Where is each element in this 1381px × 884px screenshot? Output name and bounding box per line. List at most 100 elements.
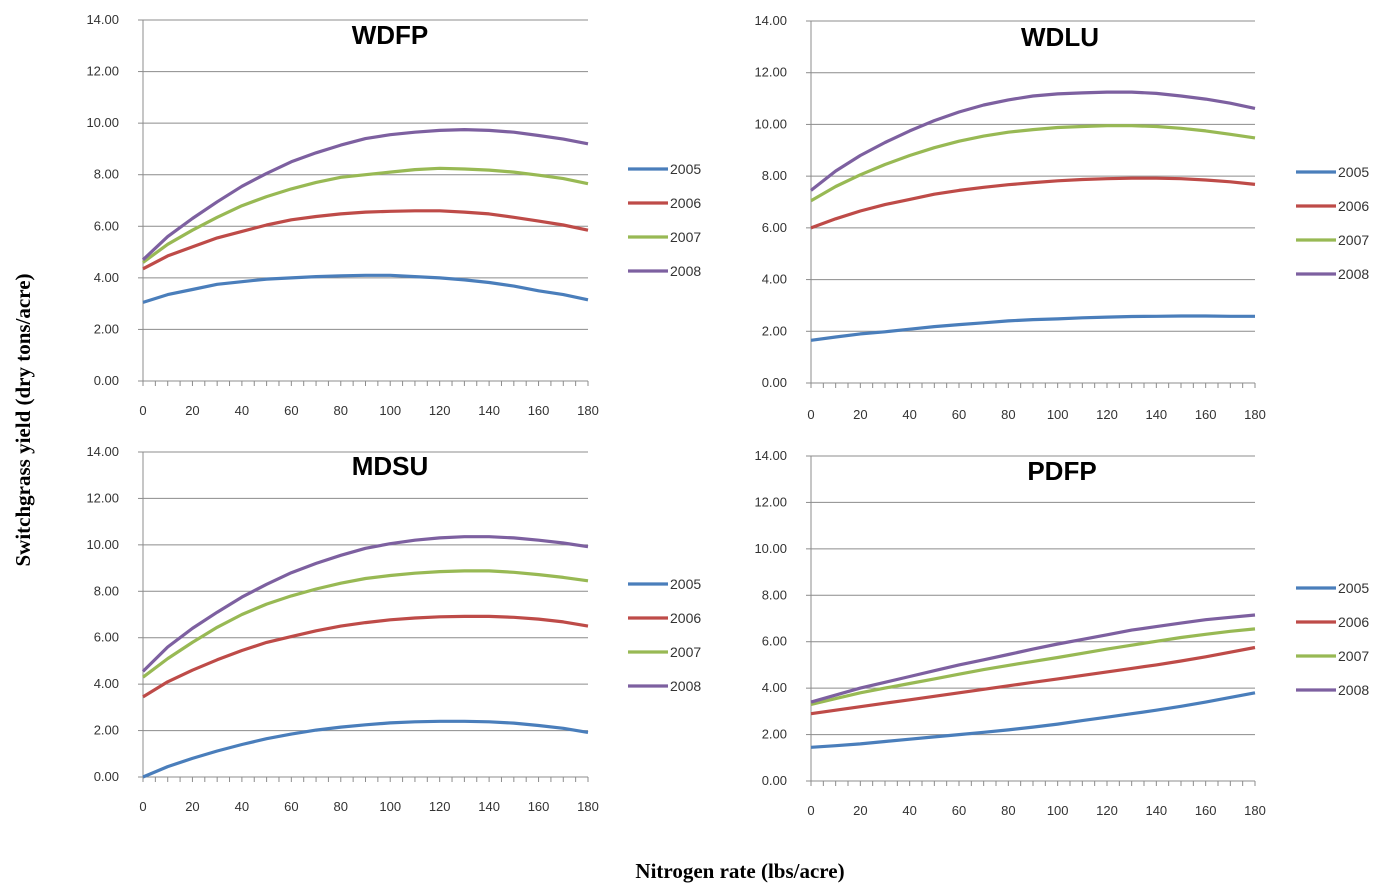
series-line-2007	[810, 124, 1256, 203]
series-line-2005	[810, 314, 1255, 342]
y-tick-label: 6.00	[762, 220, 787, 235]
y-tick-label: 2.00	[762, 323, 787, 338]
x-tick-label: 100	[379, 403, 401, 418]
x-tick-label: 120	[1096, 803, 1118, 818]
legend-label-2008: 2008	[1338, 266, 1369, 282]
series-line-2006	[810, 176, 1256, 230]
y-tick-label: 14.00	[86, 444, 119, 459]
series-line-2005	[142, 719, 589, 779]
y-tick-label: 2.00	[94, 321, 119, 336]
x-tick-label: 20	[853, 407, 867, 422]
y-tick-label: 6.00	[94, 218, 119, 233]
x-tick-label: 120	[429, 403, 451, 418]
x-tick-label: 100	[1047, 803, 1069, 818]
x-tick-label: 160	[1195, 407, 1217, 422]
y-tick-label: 8.00	[762, 168, 787, 183]
x-tick-label: 180	[1244, 407, 1266, 422]
y-tick-label: 0.00	[94, 373, 119, 388]
x-tick-label: 180	[1244, 803, 1266, 818]
legend-label-2007: 2007	[670, 229, 701, 245]
y-tick-label: 4.00	[762, 680, 787, 695]
legend-label-2006: 2006	[670, 195, 701, 211]
y-tick-label: 8.00	[762, 587, 787, 602]
x-tick-label: 160	[1195, 803, 1217, 818]
x-tick-label: 60	[952, 803, 966, 818]
chart-panel-wdfp: 0.00 2.00 4.00 6.00 8.00 10.00 12.00 14.00 0 20 40…	[86, 12, 701, 418]
legend-label-2008: 2008	[1338, 682, 1369, 698]
y-tick-label: 0.00	[762, 375, 787, 390]
series-line-2007	[142, 569, 589, 679]
x-tick-label: 140	[1145, 407, 1167, 422]
chart-panel-mdsu: 0.00 2.00 4.00 6.00 8.00 10.00 12.00 14.00 0 20 40…	[86, 444, 701, 814]
x-tick-label: 40	[235, 799, 249, 814]
x-tick-label: 80	[1001, 803, 1015, 818]
x-axis-label: Nitrogen rate (lbs/acre)	[635, 859, 844, 883]
chart-title: MDSU	[352, 451, 429, 481]
legend-label-2005: 2005	[1338, 164, 1369, 180]
x-tick-label: 0	[139, 799, 146, 814]
series-line-2007	[142, 166, 589, 264]
y-tick-label: 6.00	[762, 634, 787, 649]
y-tick-label: 12.00	[86, 64, 119, 79]
y-axis-label: Switchgrass yield (dry tons/acre)	[11, 273, 35, 566]
series-line-2006	[142, 614, 589, 699]
y-tick-label: 12.00	[86, 490, 119, 505]
x-tick-label: 0	[139, 403, 146, 418]
y-tick-label: 12.00	[754, 65, 787, 80]
x-tick-label: 20	[853, 803, 867, 818]
x-tick-label: 40	[902, 407, 916, 422]
legend-label-2007: 2007	[670, 644, 701, 660]
legend-label-2007: 2007	[1338, 232, 1369, 248]
x-tick-label: 20	[185, 799, 199, 814]
x-tick-label: 20	[185, 403, 199, 418]
x-tick-label: 180	[577, 403, 599, 418]
series-line-2006	[142, 209, 589, 271]
x-tick-label: 140	[478, 403, 500, 418]
y-tick-label: 14.00	[754, 448, 787, 463]
y-tick-label: 10.00	[754, 116, 787, 131]
legend-label-2005: 2005	[1338, 580, 1369, 596]
series-line-2008	[810, 613, 1256, 704]
y-tick-label: 8.00	[94, 167, 119, 182]
legend-label-2008: 2008	[670, 263, 701, 279]
x-tick-label: 60	[952, 407, 966, 422]
x-tick-label: 0	[807, 803, 814, 818]
x-tick-label: 120	[1096, 407, 1118, 422]
y-tick-label: 14.00	[86, 12, 119, 27]
x-tick-label: 160	[528, 403, 550, 418]
y-tick-label: 10.00	[754, 541, 787, 556]
x-tick-label: 80	[334, 799, 348, 814]
legend-label-2006: 2006	[1338, 614, 1369, 630]
chart-title: WDLU	[1021, 22, 1099, 52]
chart-panel-pdfp: 0.00 2.00 4.00 6.00 8.00 10.00 12.00 14.00 0 20 40…	[754, 448, 1369, 818]
y-tick-label: 0.00	[762, 773, 787, 788]
legend-label-2006: 2006	[670, 610, 701, 626]
y-tick-label: 14.00	[754, 13, 787, 28]
y-tick-label: 6.00	[94, 630, 119, 645]
legend-label-2008: 2008	[670, 678, 701, 694]
series-line-2008	[141, 128, 589, 261]
y-tick-label: 0.00	[94, 769, 119, 784]
x-tick-label: 40	[902, 803, 916, 818]
series-line-2005	[142, 273, 589, 304]
x-tick-label: 0	[807, 407, 814, 422]
series-line-2008	[141, 535, 589, 673]
x-tick-label: 140	[478, 799, 500, 814]
y-tick-label: 4.00	[94, 270, 119, 285]
chart-title: PDFP	[1027, 456, 1096, 486]
y-tick-label: 10.00	[86, 537, 119, 552]
x-tick-label: 100	[379, 799, 401, 814]
y-tick-label: 2.00	[762, 727, 787, 742]
y-tick-label: 10.00	[86, 115, 119, 130]
x-tick-label: 140	[1145, 803, 1167, 818]
y-tick-label: 2.00	[94, 723, 119, 738]
y-tick-label: 12.00	[754, 494, 787, 509]
x-tick-label: 100	[1047, 407, 1069, 422]
x-tick-label: 180	[577, 799, 599, 814]
legend-label-2007: 2007	[1338, 648, 1369, 664]
x-tick-label: 60	[284, 403, 298, 418]
legend-label-2005: 2005	[670, 576, 701, 592]
y-tick-label: 4.00	[94, 676, 119, 691]
x-tick-label: 120	[429, 799, 451, 814]
